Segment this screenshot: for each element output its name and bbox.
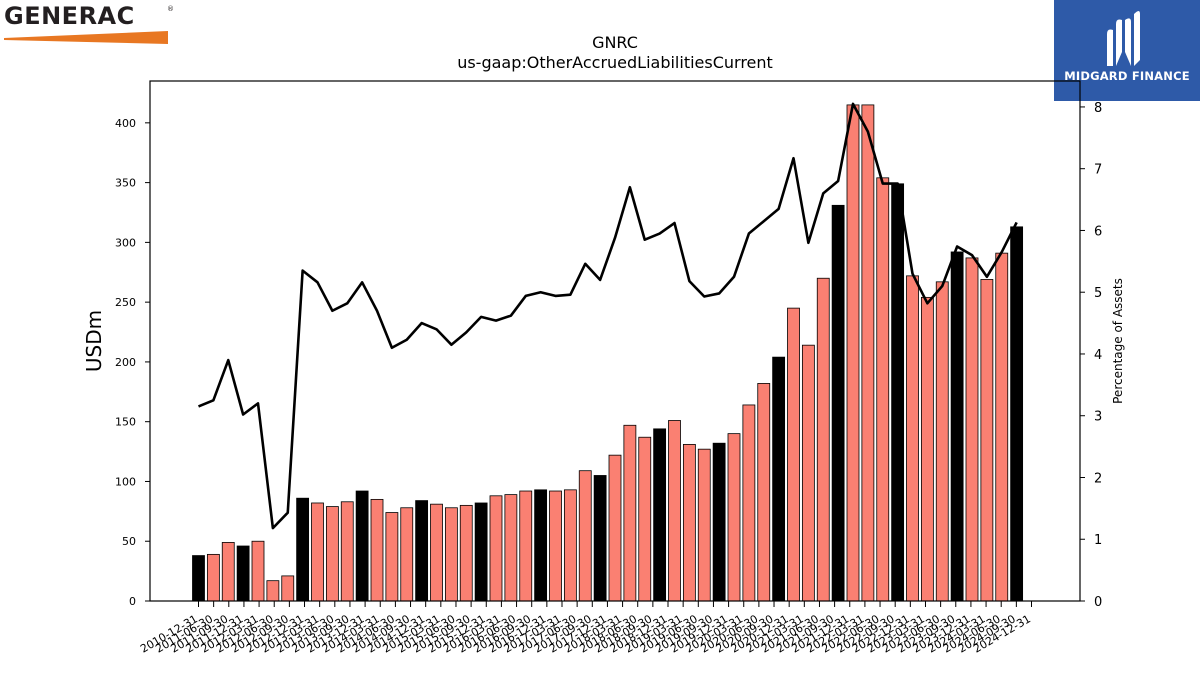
bar [876, 177, 890, 602]
y-tick-label: 400 [115, 117, 136, 130]
bar [742, 404, 756, 602]
bar [415, 500, 429, 602]
bar [950, 251, 964, 602]
y-tick-label: 250 [115, 296, 136, 309]
bar [861, 104, 875, 602]
x-axis-ticks: 2010-12-312011-06-302011-09-302011-12-31… [138, 601, 1033, 656]
midgard-finance-text: MIDGARD FINANCE [1064, 69, 1190, 83]
bar [236, 545, 250, 602]
bar [787, 307, 800, 602]
bar [653, 428, 667, 602]
bar [682, 443, 696, 602]
bar [251, 540, 265, 602]
bar [578, 470, 592, 602]
bar [831, 204, 845, 602]
bar [534, 489, 548, 602]
y-tick-label: 350 [115, 177, 136, 190]
bar [727, 433, 741, 602]
generac-swoosh-icon [4, 31, 168, 44]
chart-subtitle: us-gaap:OtherAccruedLiabilitiesCurrent [457, 53, 773, 72]
bar [296, 497, 310, 602]
bar [891, 183, 905, 602]
bar [192, 555, 205, 602]
y2-tick-label: 0 [1094, 595, 1102, 610]
bar [549, 490, 562, 602]
y-axis-label: USDm [82, 310, 106, 372]
bar [995, 252, 1009, 602]
y-tick-label: 0 [129, 595, 136, 608]
bar [712, 442, 726, 602]
y2-tick-label: 2 [1094, 471, 1102, 486]
y2-tick-label: 3 [1094, 410, 1102, 425]
y-axis-ticks: 0 50 100 150 200 250 300 350 400 [115, 117, 150, 608]
bar [846, 104, 860, 602]
bar [311, 502, 324, 602]
bar [400, 507, 414, 602]
bar-series [192, 104, 1024, 602]
bar [206, 553, 220, 602]
bar [980, 279, 994, 602]
chart-title: GNRC [592, 33, 638, 52]
bar [266, 580, 280, 602]
bar [772, 356, 786, 602]
bar [221, 542, 235, 602]
bar [385, 512, 399, 602]
y2-tick-label: 5 [1094, 286, 1102, 301]
y-tick-label: 50 [122, 535, 136, 548]
bar [370, 498, 384, 602]
bar [430, 503, 443, 602]
series-line [198, 102, 1018, 530]
bar [697, 448, 711, 602]
plot-frame [149, 80, 1081, 602]
bar [281, 575, 295, 602]
bar [563, 489, 577, 602]
bar [325, 506, 339, 602]
y-tick-label: 300 [115, 236, 136, 249]
bar [920, 296, 934, 602]
y2-tick-label: 8 [1094, 101, 1102, 116]
bar [668, 420, 681, 602]
axes [149, 80, 1081, 602]
bar [459, 504, 473, 602]
bar [623, 424, 637, 602]
bar [638, 436, 652, 602]
registered-mark: ® [167, 5, 174, 13]
midgard-mark-icon [1107, 11, 1140, 66]
bar [593, 475, 607, 602]
bar [444, 507, 458, 602]
bar [489, 495, 503, 602]
bar [935, 281, 949, 602]
bar [965, 257, 979, 602]
y-tick-label: 150 [115, 416, 136, 429]
bar [504, 494, 518, 602]
bar [757, 383, 771, 602]
bar [340, 501, 354, 602]
y-tick-label: 100 [115, 475, 136, 488]
y-tick-label: 200 [115, 356, 136, 369]
bar [608, 454, 622, 602]
generac-logo: GENERAC ® [4, 2, 174, 44]
y2-axis-label: Percentage of Assets [1111, 278, 1125, 404]
bar [519, 490, 533, 602]
bar [816, 277, 830, 602]
bar [906, 275, 919, 602]
bar [1010, 226, 1024, 602]
y2-tick-label: 4 [1094, 348, 1102, 363]
y2-tick-label: 7 [1094, 163, 1102, 178]
y2-tick-label: 1 [1094, 533, 1102, 548]
bar [474, 502, 488, 602]
percentage-line-series [198, 102, 1018, 530]
midgard-finance-logo: MIDGARD FINANCE [1054, 0, 1200, 101]
generac-logo-text: GENERAC [4, 2, 135, 30]
bar [355, 490, 369, 602]
bar [801, 344, 815, 602]
y2-tick-label: 6 [1094, 224, 1102, 239]
y2-axis-ticks: 0 1 2 3 4 5 6 7 8 [1080, 101, 1102, 610]
